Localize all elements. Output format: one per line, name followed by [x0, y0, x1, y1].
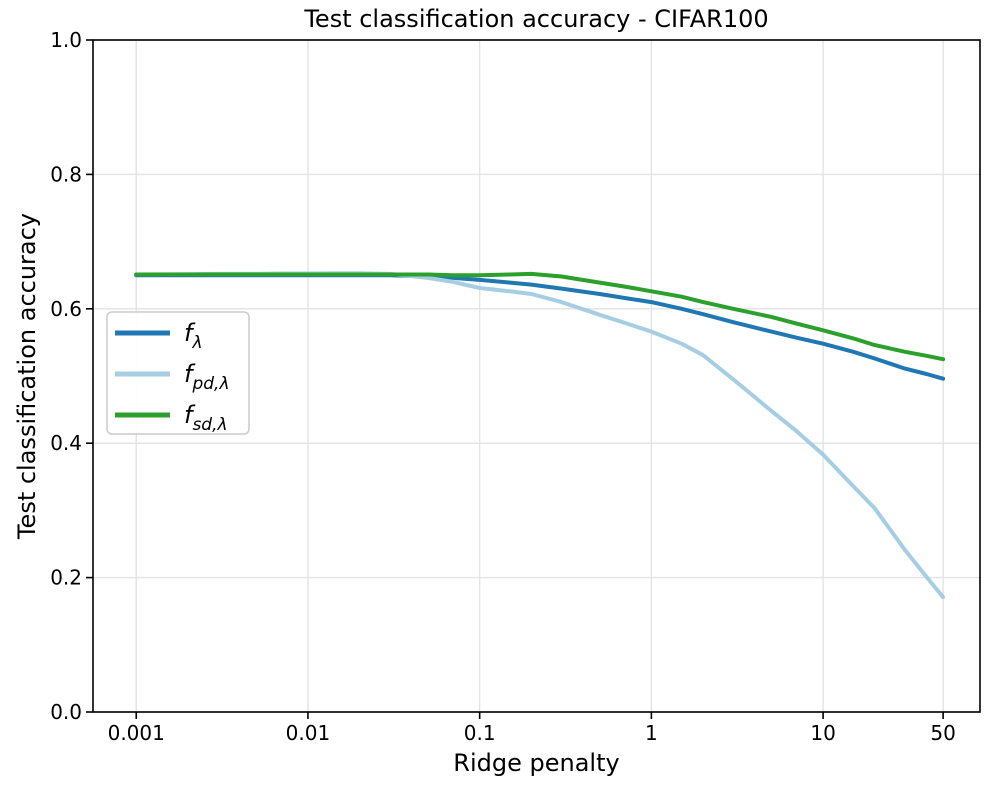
y-tick-label: 0.8	[50, 162, 82, 186]
y-tick-label: 0.0	[50, 700, 82, 724]
x-tick-label: 0.1	[464, 721, 496, 745]
x-axis-label: Ridge penalty	[453, 749, 620, 777]
x-tick-label: 1	[645, 721, 658, 745]
series-line-f_pd_lambda	[134, 271, 946, 600]
legend-box	[106, 311, 250, 435]
plot-border	[92, 39, 981, 713]
chart-title: Test classification accuracy - CIFAR100	[304, 5, 769, 33]
y-tick-label: 0.2	[50, 566, 82, 590]
x-tick-label: 50	[930, 721, 955, 745]
x-tick-label: 0.001	[108, 721, 165, 745]
series-line-f_lambda	[134, 273, 946, 381]
tick-labels: 0.001 0.01 0.1 1 10 50 0.0 0.2 0.4 0.6 0.8 1.0	[50, 28, 956, 745]
y-tick-label: 1.0	[50, 28, 82, 52]
axis-ticks	[86, 39, 944, 719]
series-line-f_sd_lambda	[134, 271, 946, 362]
x-tick-label: 10	[810, 721, 835, 745]
y-tick-label: 0.4	[50, 431, 82, 455]
y-tick-label: 0.6	[50, 297, 82, 321]
x-tick-label: 0.01	[286, 721, 331, 745]
